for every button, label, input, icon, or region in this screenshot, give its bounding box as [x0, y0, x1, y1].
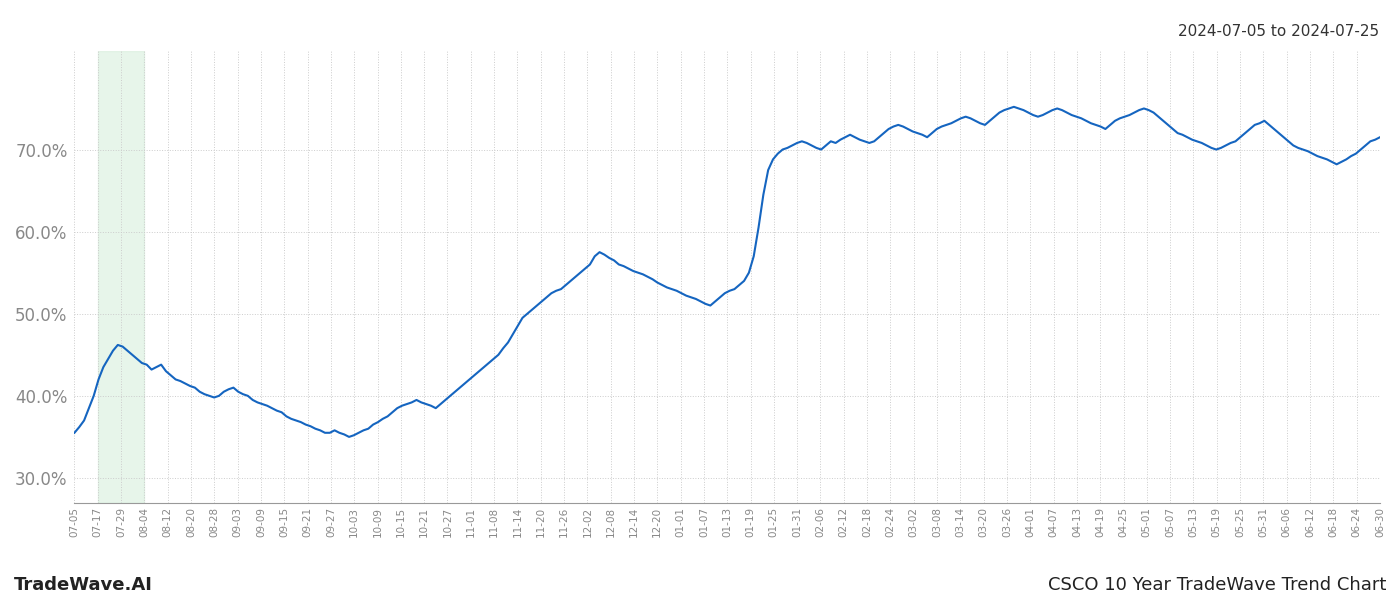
Text: 2024-07-05 to 2024-07-25: 2024-07-05 to 2024-07-25	[1177, 24, 1379, 39]
Text: TradeWave.AI: TradeWave.AI	[14, 576, 153, 594]
Text: CSCO 10 Year TradeWave Trend Chart: CSCO 10 Year TradeWave Trend Chart	[1047, 576, 1386, 594]
Bar	[98, 51, 144, 503]
